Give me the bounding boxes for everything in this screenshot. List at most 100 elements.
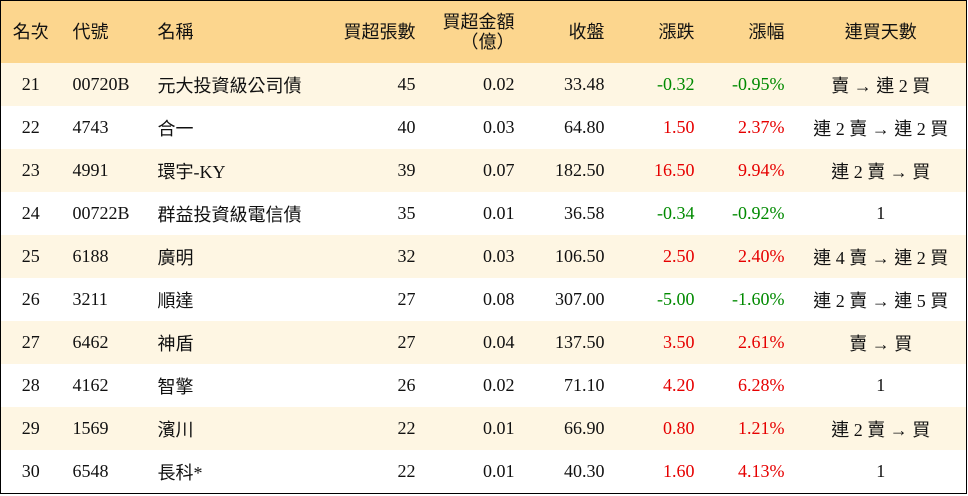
table-cell: 賣 → 買 [795,321,967,364]
table-cell: 21 [0,63,61,106]
table-cell: 39 [320,149,431,192]
table-cell: 33.48 [525,63,616,106]
table-row: 27 6462 神盾 27 0.04 137.50 3.50 2.61% 賣 → 買 [0,321,967,364]
table-cell: 6548 [72,461,109,481]
table-cell: 2.40% [705,235,796,278]
table-cell: 6188 [60,235,146,278]
table-cell: 25 [0,235,61,278]
table-cell: 神盾 [145,321,321,364]
table-cell: 1.60 [663,461,695,481]
table-cell: 1 [876,461,886,481]
table-cell: 16.50 [615,149,706,192]
table-cell: 連 2 賣 → 連 5 買 [813,290,949,311]
table-cell: 賣 → 連 2 買 [795,63,967,106]
table-cell: 137.50 [525,321,616,364]
table-cell: -0.34 [657,203,695,223]
table-cell: 45 [320,63,431,106]
table-row: 23 4991 環宇-KY 39 0.07 182.50 16.50 9.94% 連 2 賣 →… [0,149,967,192]
header-cell: 漲跌 [615,0,706,63]
table-cell: 3211 [72,289,108,309]
table-row: 21 00720B 元大投資級公司債 45 0.02 33.48 -0.32 -0.95% 賣 … [0,63,967,106]
table-cell: 22 [21,117,40,137]
table-cell: 29 [0,407,61,450]
table-cell: 濱川 [145,407,321,450]
header-cell: 收盤 [525,0,616,63]
table-cell: 環宇-KY [145,149,321,192]
table-row: 28 4162 智擎 26 0.02 71.10 4.20 6.28% 1 [1,364,967,407]
table-cell: 40 [397,117,416,137]
table-cell: 4.13% [738,461,785,481]
table-cell: 00722B [72,203,130,223]
table-cell: -0.95% [705,63,796,106]
table-cell: 6462 [60,321,146,364]
table-row: 25 6188 廣明 32 0.03 106.50 2.50 2.40% 連 4 賣 → 連 2… [0,235,967,278]
table-cell: 順達 [157,290,194,311]
table-cell: 28 [21,375,40,395]
table-cell: 1 [876,375,886,395]
table-row: 26 3211 順達 27 0.08 307.00 -5.00 -1.60% 連 2 賣 → 連… [1,278,967,321]
table-cell: 27 [397,289,416,309]
table-cell: 0.04 [430,321,526,364]
table-cell: 2.37% [738,117,785,137]
table-cell: 2.50 [615,235,706,278]
table-body: 21 00720B 元大投資級公司債 45 0.02 33.48 -0.32 -0.95% 賣 … [0,63,967,494]
table-cell: 26 [21,289,40,309]
table-cell: 0.02 [430,63,526,106]
table-cell: 0.03 [483,117,515,137]
table-cell: 0.03 [430,235,526,278]
table-cell: 32 [320,235,431,278]
header-cell: 名稱 [145,0,321,63]
table-cell: -5.00 [657,289,695,309]
table-cell: 26 [397,375,416,395]
table-cell: 4162 [72,375,109,395]
table-cell: 2.61% [705,321,796,364]
table-cell: 66.90 [525,407,616,450]
table-cell: 0.01 [430,407,526,450]
table-cell: 廣明 [145,235,321,278]
table-cell: 64.80 [564,117,605,137]
header-cell: 買超金額 （億） [430,0,526,63]
table-cell: 0.01 [483,203,515,223]
table-cell: 4991 [60,149,146,192]
table-cell: -1.60% [732,289,785,309]
table-cell: 1.50 [663,117,695,137]
table-row: 22 4743 合一 40 0.03 64.80 1.50 2.37% 連 2 賣 → 連 2 … [1,106,967,149]
table-cell: 36.58 [564,203,605,223]
table-cell: 27 [320,321,431,364]
table-cell: 長科* [157,462,203,483]
table-cell: 9.94% [705,149,796,192]
table-cell: 0.07 [430,149,526,192]
table-cell: -0.32 [615,63,706,106]
table-cell: 4743 [72,117,109,137]
table-cell: 3.50 [615,321,706,364]
table-cell: -0.92% [732,203,785,223]
table-cell: 182.50 [525,149,616,192]
table-cell: 0.02 [483,375,515,395]
table-header: 名次 代號 名稱 買超張數 買超金額 （億） 收盤 漲跌 漲幅 連買天數 [0,0,967,63]
table-row: 24 00722B 群益投資級電信債 35 0.01 36.58 -0.34 -0.92% 1 [1,192,967,235]
table-cell: 24 [21,203,40,223]
table-cell: 22 [320,407,431,450]
header-cell: 買超張數 [320,0,431,63]
table-cell: 22 [397,461,416,481]
table-cell: 35 [397,203,416,223]
table-cell: 71.10 [564,375,605,395]
table-cell: 23 [0,149,61,192]
header-cell: 代號 [60,0,146,63]
table-cell: 元大投資級公司債 [145,63,321,106]
table-cell: 群益投資級電信債 [157,204,302,225]
table-cell: 106.50 [525,235,616,278]
table-cell: 連 2 賣 → 買 [795,407,967,450]
header-cell: 漲幅 [705,0,796,63]
table-cell: 0.08 [483,289,515,309]
table-cell: 1.21% [705,407,796,450]
table-cell: 0.80 [615,407,706,450]
table-cell: 40.30 [564,461,605,481]
header-cell: 名次 [0,0,61,63]
table-cell: 30 [21,461,40,481]
table-cell: 1569 [60,407,146,450]
table-cell: 4.20 [663,375,695,395]
table-cell: 6.28% [738,375,785,395]
